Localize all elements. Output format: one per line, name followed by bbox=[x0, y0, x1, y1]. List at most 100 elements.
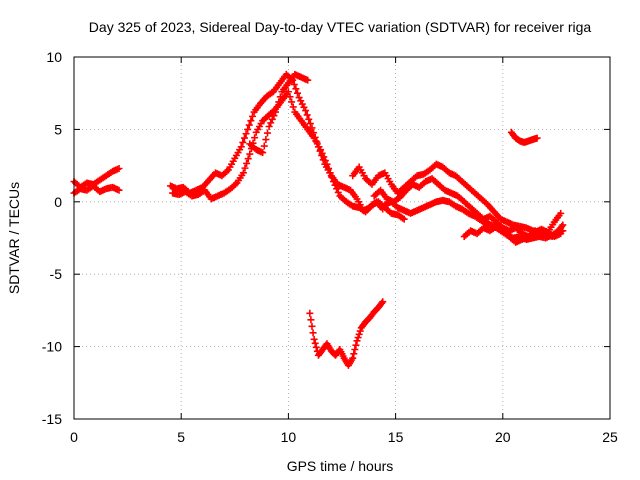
data-point bbox=[349, 341, 360, 362]
data-point bbox=[344, 356, 356, 369]
x-tick-label: 5 bbox=[177, 429, 185, 445]
data-point bbox=[115, 164, 123, 172]
data-point bbox=[557, 230, 565, 238]
data-point bbox=[379, 298, 387, 306]
data-point bbox=[306, 309, 317, 337]
data-point bbox=[439, 163, 452, 175]
data-point bbox=[557, 209, 565, 217]
data-point bbox=[507, 128, 519, 141]
data-point bbox=[102, 168, 115, 180]
data-point bbox=[362, 203, 374, 216]
grid bbox=[74, 57, 610, 419]
y-tick-label: 5 bbox=[54, 121, 62, 137]
data-point bbox=[374, 299, 386, 312]
data-point bbox=[205, 171, 218, 184]
data-point bbox=[471, 189, 484, 201]
data-point bbox=[434, 180, 447, 193]
data-point bbox=[284, 73, 297, 87]
data-point bbox=[452, 172, 464, 184]
data-point bbox=[194, 187, 207, 199]
data-point bbox=[381, 169, 394, 186]
y-axis-label: SDTVAR / TECUs bbox=[6, 182, 22, 294]
data-point bbox=[454, 192, 467, 204]
data-point bbox=[252, 120, 265, 136]
plot-frame bbox=[73, 56, 611, 420]
series-track-5 bbox=[246, 70, 312, 157]
data-point bbox=[366, 309, 377, 322]
data-point bbox=[329, 178, 342, 196]
data-point bbox=[362, 315, 373, 326]
x-tick-label: 15 bbox=[388, 429, 404, 445]
x-tick-label: 10 bbox=[281, 429, 297, 445]
data-point bbox=[302, 107, 314, 128]
data-point bbox=[336, 192, 349, 204]
data-point bbox=[400, 215, 408, 223]
series-track-4 bbox=[169, 88, 408, 223]
x-tick-label: 25 bbox=[602, 429, 618, 445]
data-point bbox=[317, 146, 329, 165]
data-point bbox=[297, 117, 310, 131]
data-point bbox=[347, 186, 359, 201]
data-point bbox=[400, 179, 413, 191]
data-point bbox=[396, 188, 409, 201]
data-point bbox=[239, 155, 252, 177]
series-track-10 bbox=[507, 128, 541, 146]
data-point bbox=[477, 195, 490, 207]
data-point bbox=[278, 81, 291, 96]
data-point bbox=[342, 198, 355, 209]
data-point bbox=[464, 183, 477, 196]
data-point bbox=[377, 186, 389, 201]
series-track-2 bbox=[70, 182, 123, 197]
series-track-6 bbox=[349, 160, 567, 241]
data-point bbox=[533, 134, 541, 142]
data-point bbox=[304, 76, 312, 84]
data-point bbox=[407, 173, 419, 186]
data-point bbox=[355, 163, 368, 180]
data-point bbox=[220, 186, 233, 197]
data-point bbox=[246, 140, 259, 152]
data-point bbox=[486, 212, 499, 225]
data-point bbox=[445, 198, 458, 209]
series-track-9 bbox=[460, 222, 565, 246]
data-point bbox=[304, 125, 317, 140]
data-point bbox=[394, 211, 407, 222]
data-point bbox=[415, 179, 428, 191]
y-tick-label: 0 bbox=[54, 194, 62, 210]
data-point bbox=[512, 224, 524, 236]
data-point bbox=[237, 130, 250, 151]
y-tick-label: -15 bbox=[42, 411, 62, 427]
data-point bbox=[295, 94, 308, 111]
data-point bbox=[199, 178, 211, 191]
data-point bbox=[310, 134, 323, 151]
data-point bbox=[269, 81, 282, 96]
data-point bbox=[492, 222, 505, 234]
data-point bbox=[284, 88, 297, 111]
data-point bbox=[323, 160, 336, 181]
axis-ticks: 0 5 10 15 20 25 -15 -10 -5 0 5 10 bbox=[42, 49, 618, 445]
data-point bbox=[353, 327, 364, 345]
x-axis-label: GPS time / hours bbox=[287, 458, 394, 474]
x-tick-label: 0 bbox=[70, 429, 78, 445]
data-point bbox=[218, 167, 231, 180]
data-point bbox=[278, 90, 291, 104]
data-point bbox=[460, 198, 473, 210]
data-point bbox=[244, 112, 256, 133]
data-point bbox=[314, 347, 326, 359]
data-point bbox=[458, 178, 471, 190]
series-track-11 bbox=[306, 298, 387, 369]
data-point bbox=[368, 174, 381, 188]
data-point bbox=[231, 146, 244, 162]
data-point bbox=[259, 129, 271, 157]
data-point bbox=[428, 175, 441, 187]
chart-title: Day 325 of 2023, Sidereal Day-to-day VTE… bbox=[89, 19, 592, 35]
data-point bbox=[250, 102, 263, 116]
data-point bbox=[323, 340, 334, 353]
data-point bbox=[336, 345, 347, 360]
data-point bbox=[310, 335, 321, 355]
data-point bbox=[224, 157, 237, 174]
data-point bbox=[458, 205, 471, 216]
series-track-8 bbox=[381, 196, 567, 243]
data-point bbox=[490, 208, 503, 221]
data-point bbox=[550, 212, 563, 226]
